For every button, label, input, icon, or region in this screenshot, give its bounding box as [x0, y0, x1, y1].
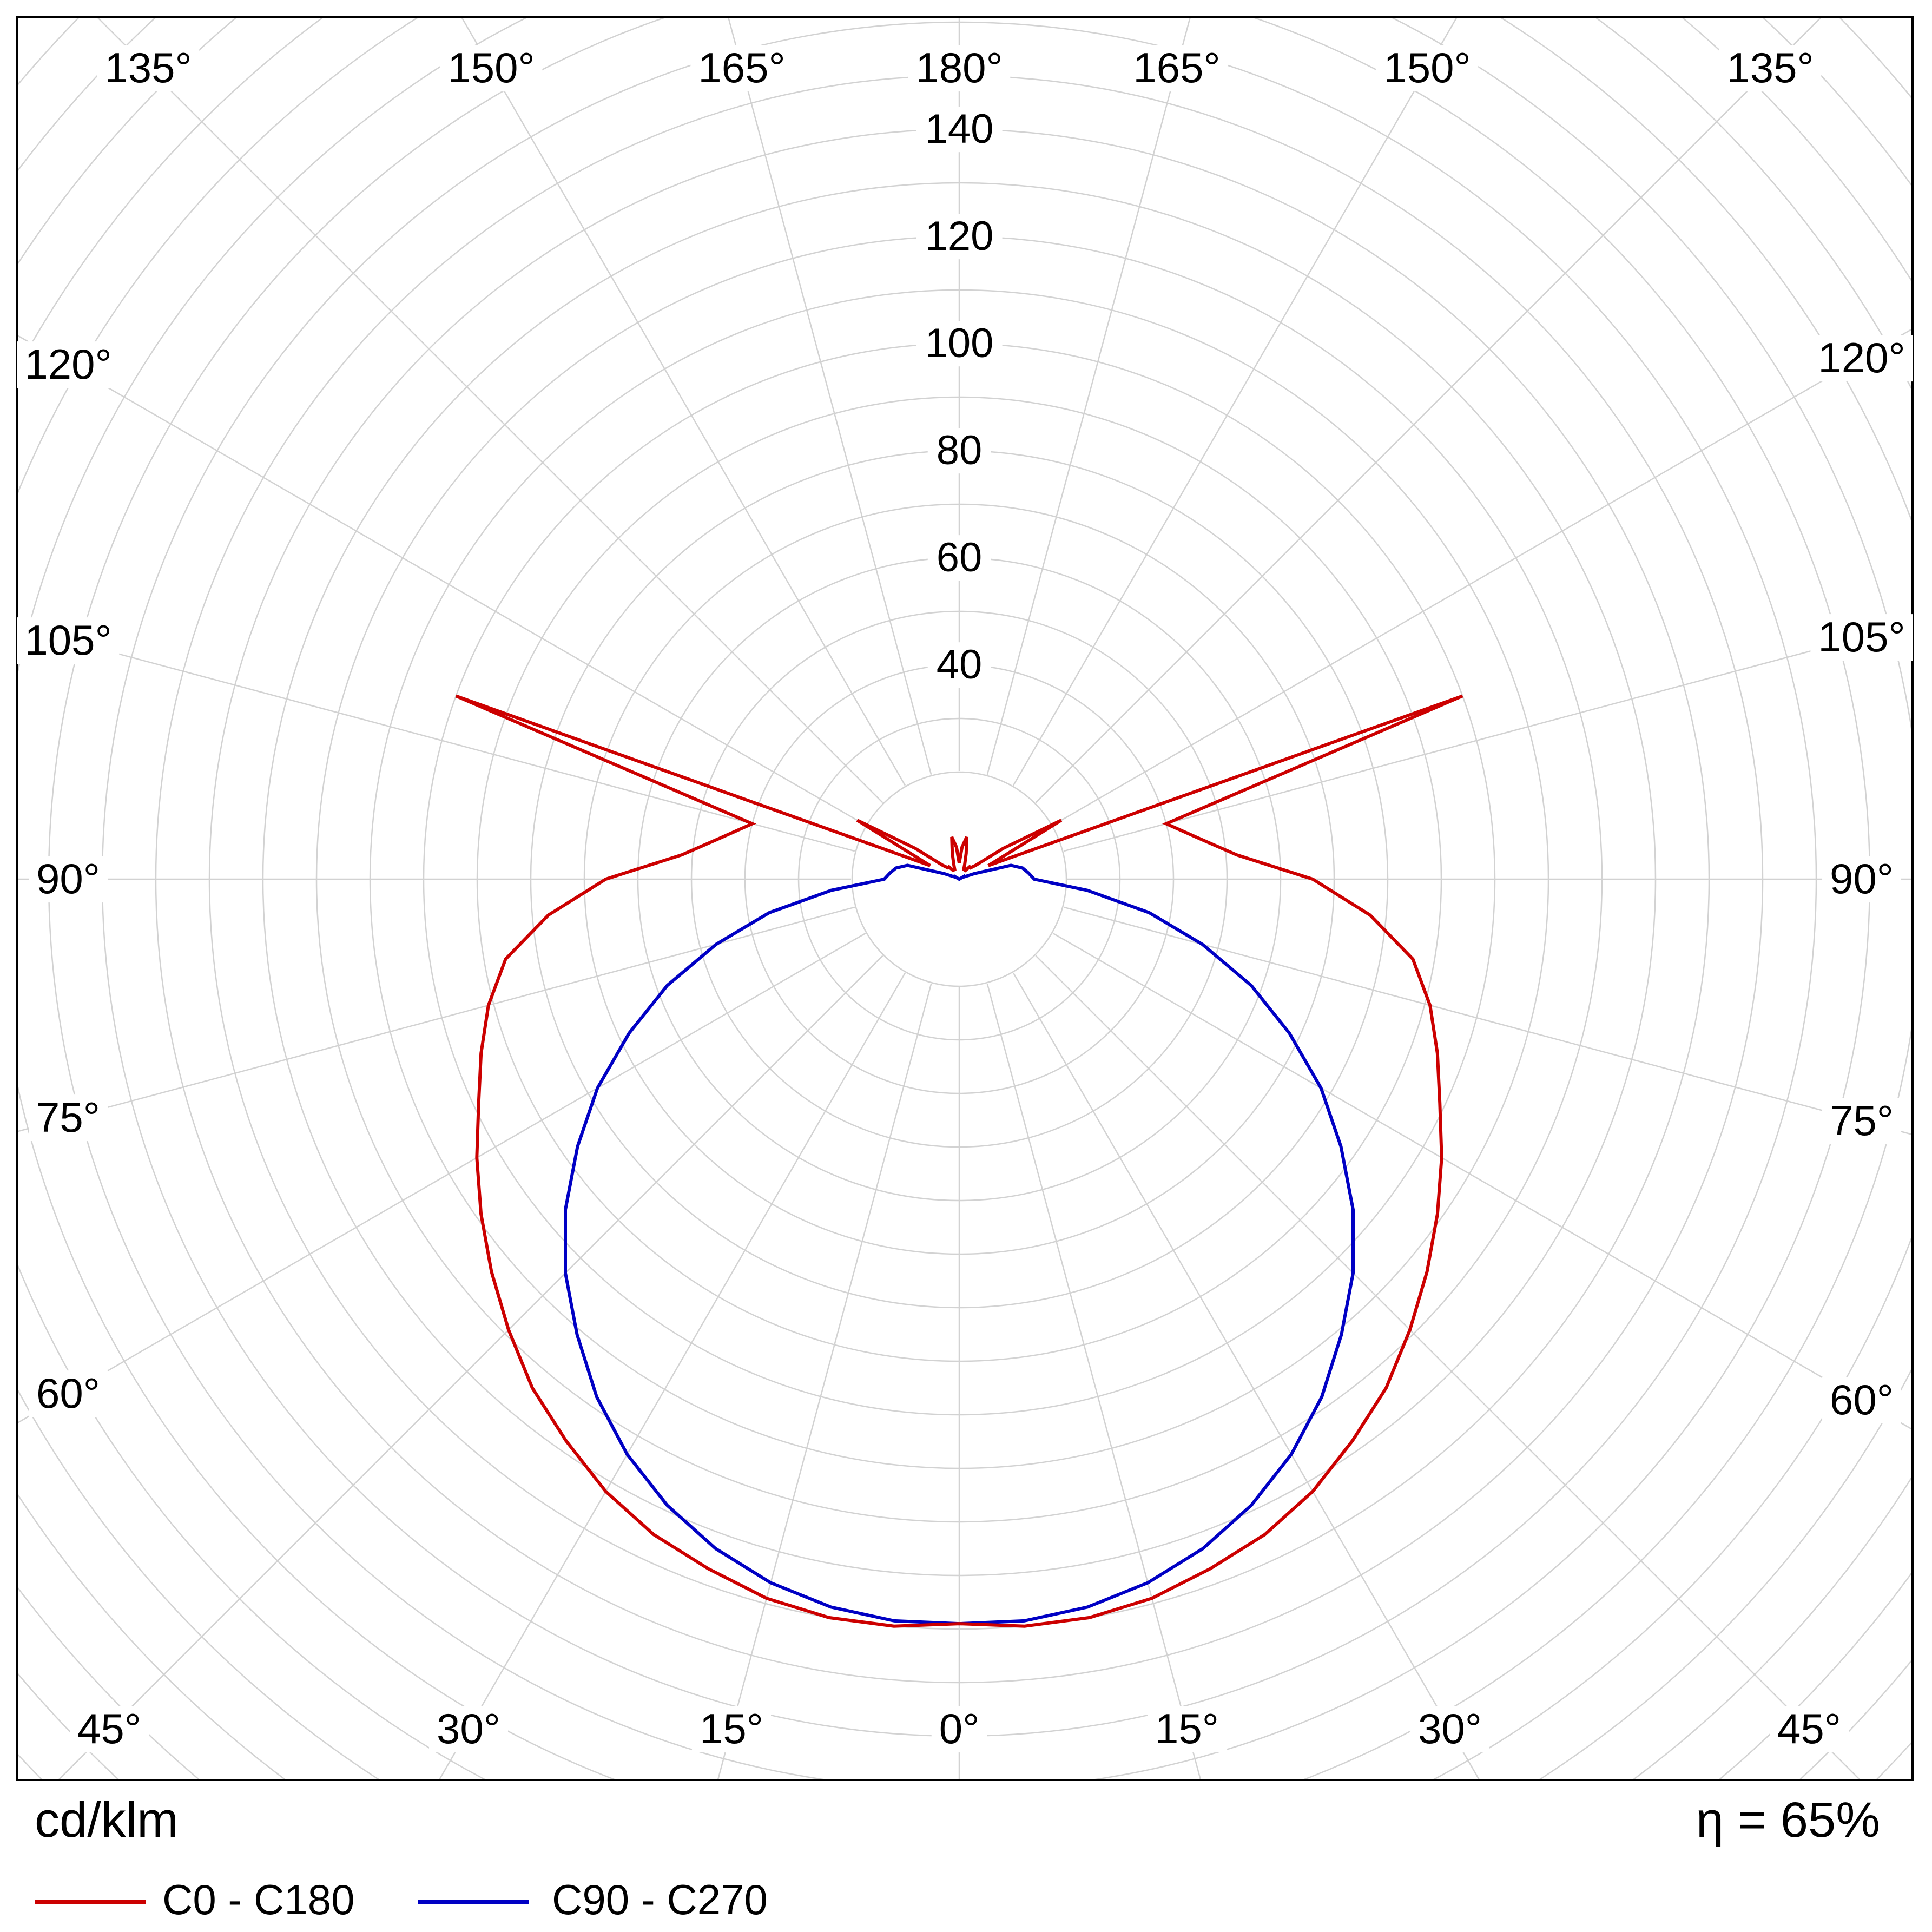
grid-spoke [1035, 18, 1821, 803]
polar-plot-frame: 40 60 80 100 120 140 0° 15° 15° 30° 30° 45° 45° 60° 60… [16, 16, 1914, 1781]
angle-tick-label: 150° [440, 44, 543, 91]
angle-tick-label: 0° [931, 1705, 987, 1752]
grid-spoke [717, 983, 932, 1779]
angle-tick-label: 120° [17, 341, 120, 388]
radial-tick-label: 100 [916, 321, 1003, 366]
grid-spoke [1012, 972, 1480, 1779]
angle-tick-label: 120° [1810, 334, 1913, 381]
angle-tick-label: 165° [1125, 44, 1228, 91]
radial-tick-label: 120 [916, 214, 1003, 259]
grid-spoke [439, 972, 906, 1779]
grid-spoke [461, 18, 906, 786]
grid-spoke [986, 18, 1191, 775]
angle-tick-label: 165° [690, 44, 793, 91]
grid-spoke [1012, 18, 1457, 786]
angle-tick-label: 45° [1770, 1705, 1849, 1752]
grid-spoke [728, 18, 932, 775]
radial-tick-label: 60 [927, 535, 991, 581]
grid-circle [851, 771, 1067, 987]
grid-circle [18, 1741, 1911, 1779]
angle-tick-label: 75° [29, 1094, 108, 1141]
angle-tick-label: 15° [692, 1705, 771, 1752]
legend-swatch-c0-c180 [35, 1900, 146, 1904]
grid-spoke [1063, 623, 1911, 852]
angle-tick-label: 90° [29, 855, 108, 902]
grid-circle [18, 18, 1911, 1779]
angle-tick-label: 135° [1719, 44, 1822, 91]
grid-circle [18, 18, 1911, 1779]
grid-circle [18, 18, 1911, 1779]
grid-spoke [1052, 932, 1911, 1430]
grid-spoke [18, 335, 866, 826]
angle-tick-label: 30° [429, 1705, 508, 1752]
grid-spoke [1063, 906, 1911, 1135]
efficiency-label: η = 65% [1696, 1792, 1880, 1848]
radial-tick-label: 140 [916, 107, 1003, 152]
angle-tick-label: 105° [1810, 614, 1913, 661]
radial-tick-label: 80 [927, 428, 991, 473]
grid-circle [18, 18, 1911, 1779]
grid-circle [18, 18, 1911, 1779]
grid-spoke [18, 932, 866, 1423]
legend-label-c0-c180: C0 - C180 [162, 1876, 355, 1923]
grid-spoke [18, 906, 855, 1132]
angle-tick-label: 135° [97, 44, 200, 91]
polar-chart [18, 18, 1911, 1779]
grid-spoke [97, 18, 883, 803]
angle-tick-label: 90° [1822, 855, 1901, 902]
angle-tick-label: 75° [1822, 1097, 1901, 1144]
angle-tick-label: 105° [17, 617, 120, 664]
legend-swatch-c90-c270 [418, 1900, 529, 1904]
grid-spoke [1052, 328, 1911, 826]
curve-c0-c180 [455, 694, 1463, 1628]
radial-tick-label: 40 [927, 642, 991, 688]
grid-circle [18, 18, 1911, 1779]
grid-spoke [18, 626, 855, 852]
legend-label-c90-c270: C90 - C270 [552, 1876, 768, 1923]
angle-tick-label: 15° [1148, 1705, 1227, 1752]
angle-tick-label: 180° [908, 44, 1011, 91]
units-label: cd/klm [35, 1792, 179, 1848]
angle-tick-label: 60° [29, 1370, 108, 1417]
angle-tick-label: 150° [1376, 44, 1479, 91]
angle-tick-label: 45° [70, 1705, 149, 1752]
angle-tick-label: 60° [1822, 1376, 1901, 1423]
angle-tick-label: 30° [1410, 1705, 1489, 1752]
grid-spoke [986, 983, 1201, 1779]
